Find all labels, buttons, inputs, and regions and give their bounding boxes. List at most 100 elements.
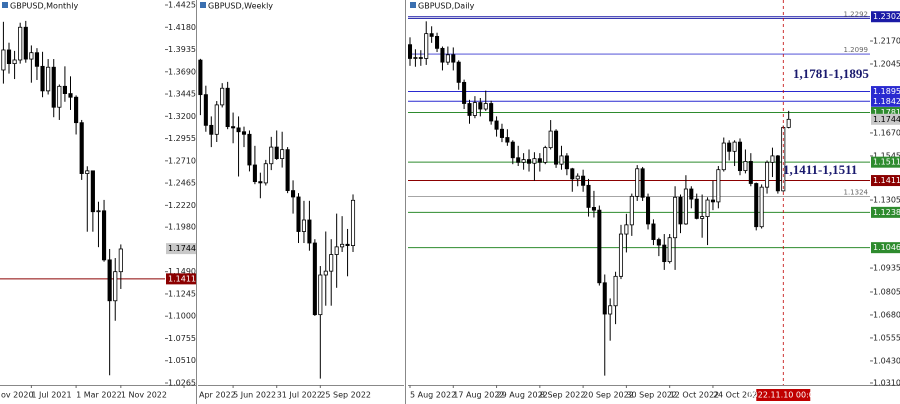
candle-body — [489, 103, 494, 122]
candle-body — [413, 57, 418, 59]
x-tick-label: 29 Aug 2022 — [497, 391, 548, 400]
candle-body — [79, 122, 84, 174]
candle-body — [209, 124, 214, 135]
y-tick-label: 1.1490 — [168, 267, 196, 276]
candle-body — [765, 161, 770, 188]
x-tick-label: 25 Sep 2022 — [320, 391, 371, 400]
candle-body — [608, 305, 613, 315]
candle-body — [694, 198, 699, 219]
price-box-label: 1.1744 — [168, 244, 196, 253]
x-tick-label: 17 Aug 2022 — [453, 391, 504, 400]
x-tick-label: 5 Jun 2022 — [233, 391, 276, 400]
price-box — [166, 243, 196, 255]
price-box — [871, 95, 900, 107]
y-tick-label: 1.2045 — [873, 59, 900, 68]
candle-body — [602, 282, 607, 315]
candle-body — [12, 59, 17, 65]
candle-body — [759, 186, 764, 228]
candle-body — [635, 168, 640, 197]
price-box-label: 1.1411 — [168, 274, 196, 283]
candle-body — [340, 243, 345, 248]
title-icon — [410, 2, 416, 8]
line-label: 1.2292 — [844, 11, 869, 19]
candle-body — [629, 195, 634, 226]
price-box-label: 1.1781 — [873, 108, 900, 117]
candle-body — [662, 244, 667, 263]
cursor-box — [756, 389, 811, 401]
candle-body — [689, 188, 694, 200]
price-box-label: 1.1511 — [873, 158, 900, 167]
price-box-label: 1.1411 — [873, 176, 900, 185]
y-tick-label: 1.0935 — [873, 264, 900, 273]
candle-body — [113, 271, 118, 302]
candle-body — [236, 127, 241, 133]
candle-body — [345, 243, 350, 246]
price-box — [871, 156, 900, 168]
candle-body — [198, 59, 203, 96]
candle-body — [220, 87, 225, 106]
candle-body — [62, 85, 67, 94]
x-tick-label: ov 2020 — [1, 391, 34, 400]
candle-body — [472, 102, 477, 116]
price-box-label: 1.1238 — [873, 208, 900, 217]
price-box-label: 1.1842 — [873, 97, 900, 106]
y-tick-label: 1.0310 — [873, 378, 900, 387]
candle-body — [673, 196, 678, 239]
candle-body — [516, 157, 521, 163]
candle-body — [570, 168, 575, 180]
price-box — [871, 86, 900, 98]
candle-body — [683, 188, 688, 225]
y-tick-label: 1.3200 — [168, 112, 196, 121]
y-tick-label: 1.1305 — [873, 196, 900, 205]
candle-body — [280, 149, 285, 160]
candle-body — [285, 149, 290, 191]
candle-body — [263, 163, 268, 184]
candle-body — [57, 85, 62, 108]
candle-body — [586, 184, 591, 208]
chart-title: GBPUSD,Monthly — [10, 2, 78, 11]
candle-body — [435, 36, 440, 49]
candle-body — [548, 130, 553, 149]
plot-area — [198, 58, 356, 379]
candle-body — [716, 169, 721, 203]
candle-body — [241, 131, 247, 135]
candle-body — [329, 254, 334, 272]
candle-body — [51, 66, 56, 108]
x-tick-label: Apr 2022 — [199, 391, 236, 400]
price-box-label: 1.1744 — [873, 115, 900, 124]
title-icon — [2, 2, 8, 8]
price-box — [871, 175, 900, 187]
candle-body — [90, 170, 95, 213]
price-box — [871, 206, 900, 218]
candle-body — [291, 190, 296, 198]
candle-body — [478, 102, 483, 110]
candle-body — [424, 33, 429, 59]
price-box — [871, 107, 900, 119]
y-tick-label: 1.1670 — [873, 128, 900, 137]
candle-body — [118, 248, 123, 273]
candle-body — [467, 103, 472, 116]
y-tick-label: 1.2710 — [168, 156, 196, 165]
candle-body — [640, 168, 645, 198]
x-tick-label: 20 Sep 2022 — [583, 391, 634, 400]
candle-body — [1, 49, 6, 71]
chart-title: GBPUSD,Weekly — [208, 2, 273, 11]
candle-body — [748, 161, 753, 184]
y-tick-label: 1.3935 — [168, 45, 196, 54]
candle-body — [505, 137, 510, 143]
candle-body — [613, 275, 618, 307]
price-box — [871, 242, 900, 254]
candle-body — [252, 164, 257, 183]
candle-body — [203, 94, 208, 126]
candle-body — [494, 120, 499, 130]
y-tick-label: 1.0265 — [168, 379, 196, 388]
y-tick-label: 1.4425 — [168, 0, 196, 9]
candle-body — [537, 158, 542, 163]
candle-body — [296, 196, 301, 232]
candle-body — [74, 96, 79, 124]
x-tick-label: 31 Jul 2022 — [277, 391, 322, 400]
y-tick-label: 1.2220 — [168, 201, 196, 210]
candle-body — [721, 142, 726, 171]
candle-body — [700, 216, 705, 219]
candle-body — [225, 87, 230, 128]
